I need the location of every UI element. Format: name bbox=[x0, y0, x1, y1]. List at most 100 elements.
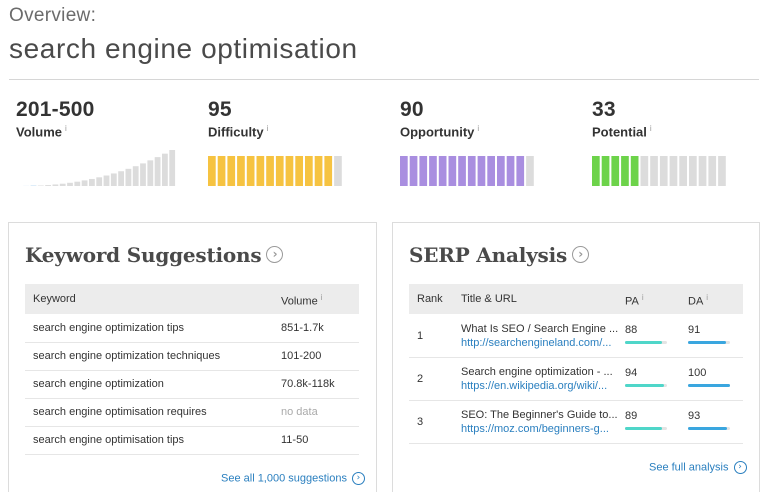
meter-segment bbox=[315, 156, 323, 186]
meter-segment bbox=[419, 156, 427, 186]
meter-segment bbox=[602, 156, 610, 186]
result-url[interactable]: https://en.wikipedia.org/wiki/... bbox=[461, 380, 607, 392]
meter-segment bbox=[218, 156, 226, 186]
volume-trend-bar bbox=[74, 182, 80, 186]
da-value: 100 bbox=[688, 367, 706, 379]
rank-cell: 3 bbox=[417, 416, 423, 428]
meter-segment bbox=[208, 156, 216, 186]
meter-segment bbox=[641, 156, 649, 186]
chevron-right-icon[interactable]: › bbox=[266, 246, 283, 263]
volume-cell: 11-50 bbox=[281, 434, 308, 446]
meter-segment bbox=[429, 156, 437, 186]
meter-segment bbox=[276, 156, 284, 186]
meter-segment bbox=[295, 156, 303, 186]
keyword-cell[interactable]: search engine optimisation requires bbox=[33, 406, 207, 418]
meter-segment bbox=[592, 156, 600, 186]
rank-cell: 2 bbox=[417, 373, 423, 385]
meter-segment bbox=[410, 156, 418, 186]
meter-segment bbox=[718, 156, 726, 186]
column-header-rank[interactable]: Rank bbox=[417, 293, 443, 305]
column-header-pa[interactable]: PA bbox=[625, 296, 639, 308]
overview-label: Overview: bbox=[9, 5, 96, 27]
meter-segment bbox=[507, 156, 515, 186]
volume-info-icon[interactable]: i bbox=[65, 124, 67, 133]
keyword-cell[interactable]: search engine optimization bbox=[33, 378, 164, 390]
result-title[interactable]: SEO: The Beginner's Guide to... bbox=[461, 409, 618, 421]
volume-cell: 101-200 bbox=[281, 350, 321, 362]
meter-segment bbox=[621, 156, 629, 186]
pa-info-icon[interactable]: i bbox=[642, 293, 644, 302]
keyword-row[interactable]: search engine optimization 70.8k-118k bbox=[25, 370, 359, 399]
volume-trend-bar bbox=[155, 157, 161, 186]
keyword-cell[interactable]: search engine optimization tips bbox=[33, 322, 184, 334]
see-full-analysis-link[interactable]: See full analysis › bbox=[649, 461, 747, 474]
meter-segment bbox=[257, 156, 265, 186]
result-title[interactable]: Search engine optimization - ... bbox=[461, 366, 613, 378]
meter-segment bbox=[679, 156, 687, 186]
keyword-row[interactable]: search engine optimisation tips 11-50 bbox=[25, 426, 359, 455]
chevron-right-icon: › bbox=[734, 461, 747, 474]
meter-segment bbox=[660, 156, 668, 186]
volume-trend-bar bbox=[67, 183, 73, 186]
meter-segment bbox=[449, 156, 457, 186]
result-url[interactable]: http://searchengineland.com/... bbox=[461, 337, 611, 349]
volume-trend-bar bbox=[169, 150, 175, 186]
meter-segment bbox=[237, 156, 245, 186]
da-bar bbox=[688, 384, 730, 387]
opportunity-info-icon[interactable]: i bbox=[477, 124, 479, 133]
volume-trend-bar bbox=[60, 184, 66, 186]
serp-analysis-title: SERP Analysis bbox=[409, 243, 567, 267]
volume-cell: 70.8k-118k bbox=[281, 378, 335, 390]
title-divider bbox=[9, 79, 759, 80]
meter-segment bbox=[400, 156, 408, 186]
difficulty-info-icon[interactable]: i bbox=[267, 124, 269, 133]
meter-segment bbox=[439, 156, 447, 186]
potential-value: 33 bbox=[592, 98, 768, 122]
column-header-title-url[interactable]: Title & URL bbox=[461, 293, 517, 305]
column-header-volume[interactable]: Volume bbox=[281, 296, 318, 308]
keyword-cell[interactable]: search engine optimization techniques bbox=[33, 350, 220, 362]
potential-label: Potential bbox=[592, 124, 647, 139]
see-full-analysis-label: See full analysis bbox=[649, 461, 729, 473]
pa-value: 88 bbox=[625, 324, 637, 336]
meter-segment bbox=[266, 156, 274, 186]
column-header-keyword[interactable]: Keyword bbox=[33, 293, 76, 305]
keyword-cell[interactable]: search engine optimisation tips bbox=[33, 434, 184, 446]
column-header-da[interactable]: DA bbox=[688, 296, 703, 308]
meter-segment bbox=[247, 156, 255, 186]
meter-segment bbox=[305, 156, 313, 186]
pa-bar bbox=[625, 341, 662, 344]
volume-trend-bar bbox=[89, 179, 95, 186]
meter-segment bbox=[497, 156, 505, 186]
volume-trend-bar bbox=[133, 166, 139, 186]
meter-segment bbox=[468, 156, 476, 186]
serp-row: 2 Search engine optimization - ... https:/… bbox=[409, 357, 743, 401]
potential-info-icon[interactable]: i bbox=[650, 124, 652, 133]
page-title: search engine optimisation bbox=[9, 33, 358, 65]
volume-value: 201-500 bbox=[16, 98, 196, 122]
result-title[interactable]: What Is SEO / Search Engine ... bbox=[461, 323, 618, 335]
pa-value: 94 bbox=[625, 367, 637, 379]
volume-column-info-icon[interactable]: i bbox=[321, 293, 323, 302]
meter-segment bbox=[458, 156, 466, 186]
volume-trend-bar bbox=[162, 154, 168, 186]
chevron-right-icon[interactable]: › bbox=[572, 246, 589, 263]
volume-trend-bar bbox=[96, 177, 102, 186]
result-url[interactable]: https://moz.com/beginners-g... bbox=[461, 423, 609, 435]
meter-segment bbox=[334, 156, 342, 186]
volume-trend-bar bbox=[147, 160, 153, 186]
volume-trend-bar bbox=[104, 175, 110, 186]
see-all-suggestions-link[interactable]: See all 1,000 suggestions› bbox=[221, 472, 365, 485]
keyword-suggestions-title: Keyword Suggestions bbox=[25, 243, 261, 267]
da-bar bbox=[688, 341, 726, 344]
da-info-icon[interactable]: i bbox=[706, 293, 708, 302]
keyword-row[interactable]: search engine optimization techniques 101… bbox=[25, 342, 359, 371]
meter-segment bbox=[286, 156, 294, 186]
